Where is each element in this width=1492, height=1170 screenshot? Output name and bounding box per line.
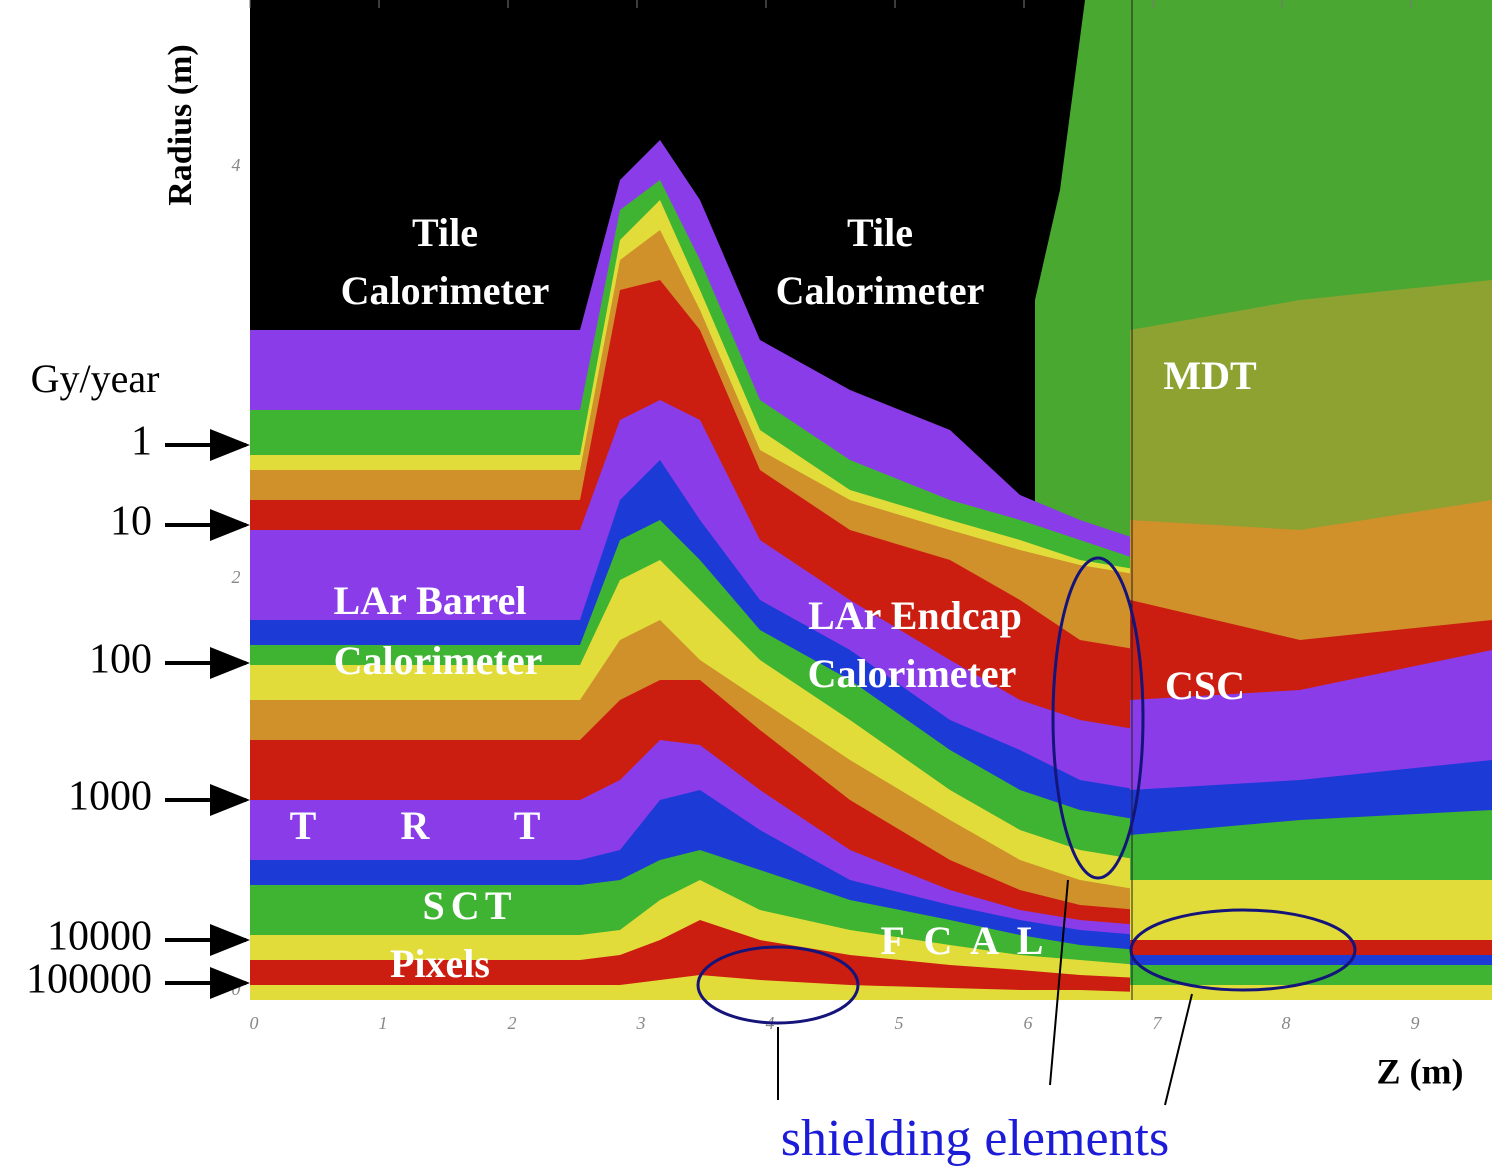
barrel-map xyxy=(250,0,1140,1000)
dose-level: 1000 xyxy=(68,774,152,820)
region-label: Tile xyxy=(847,210,913,255)
region-label: CSC xyxy=(1165,663,1245,708)
dose-level: 1 xyxy=(131,419,152,465)
y-tick-label: 4 xyxy=(232,155,241,175)
x-tick-label: 6 xyxy=(1024,1013,1033,1033)
x-tick-label: 0 xyxy=(250,1013,259,1033)
endcap-map xyxy=(1130,0,1492,1000)
region-label: Calorimeter xyxy=(776,268,985,313)
x-tick-label: 1 xyxy=(379,1013,388,1033)
x-tick-label: 3 xyxy=(636,1013,646,1033)
region-label: LAr Endcap xyxy=(808,593,1022,638)
x-tick-label: 7 xyxy=(1153,1013,1163,1033)
region-label: Pixels xyxy=(390,941,490,986)
region-label: T R T xyxy=(290,803,541,848)
dose-level: 10000 xyxy=(47,914,152,960)
pointer xyxy=(1165,994,1192,1105)
y-tick-label: 2 xyxy=(232,567,241,587)
dose-level: 100 xyxy=(89,637,152,683)
region-label: MDT xyxy=(1163,353,1257,398)
dose-title: Gy/year xyxy=(31,356,160,401)
x-tick-label: 8 xyxy=(1282,1013,1291,1033)
region-label: Tile xyxy=(412,210,478,255)
x-axis-label: Z (m) xyxy=(1377,1051,1464,1091)
annotation: shielding elements xyxy=(781,1110,1169,1167)
dose-level: 10 xyxy=(110,499,152,545)
region-label: Calorimeter xyxy=(341,268,550,313)
x-tick-label: 5 xyxy=(895,1013,904,1033)
x-tick-label: 2 xyxy=(508,1013,517,1033)
region-label: Calorimeter xyxy=(334,638,543,683)
dose-band xyxy=(1130,985,1492,1000)
region-label: S C T xyxy=(422,883,511,928)
region-label: LAr Barrel xyxy=(334,578,527,623)
radiation-map-figure: Radius (m) Z (m) Gy/year 012345678902411… xyxy=(0,0,1492,1170)
region-label: F C A L xyxy=(881,918,1044,963)
region-label: Calorimeter xyxy=(808,651,1017,696)
y-axis-label: Radius (m) xyxy=(162,44,199,206)
x-tick-label: 9 xyxy=(1411,1013,1420,1033)
dose-level: 100000 xyxy=(26,957,152,1003)
